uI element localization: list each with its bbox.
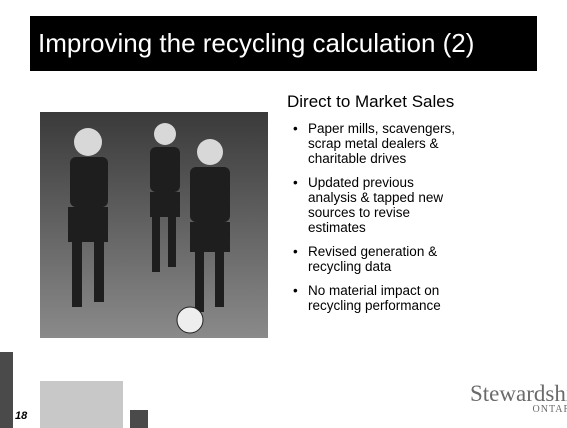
slide: {"header": {"title": "Improving the recy…	[0, 0, 567, 428]
photo	[40, 112, 268, 338]
logo: Stewardship ONTARIO	[470, 382, 567, 415]
decor-bar	[40, 381, 123, 428]
decor-bar	[130, 410, 148, 428]
bullet-list: Paper mills, scavengers, scrap metal dea…	[293, 121, 468, 322]
title-bar: Improving the recycling calculation (2)	[30, 16, 537, 71]
bullet: Paper mills, scavengers, scrap metal dea…	[293, 121, 463, 166]
decor-bar	[0, 352, 13, 428]
section-heading: Direct to Market Sales	[287, 92, 454, 112]
bullet: No material impact on recycling performa…	[293, 283, 463, 313]
bullet: Updated previous analysis & tapped new s…	[293, 175, 463, 235]
bullet: Revised generation & recycling data	[293, 244, 463, 274]
page-number: 18	[15, 410, 27, 422]
slide-title: Improving the recycling calculation (2)	[30, 16, 537, 71]
logo-name: Stewardship	[470, 382, 567, 406]
